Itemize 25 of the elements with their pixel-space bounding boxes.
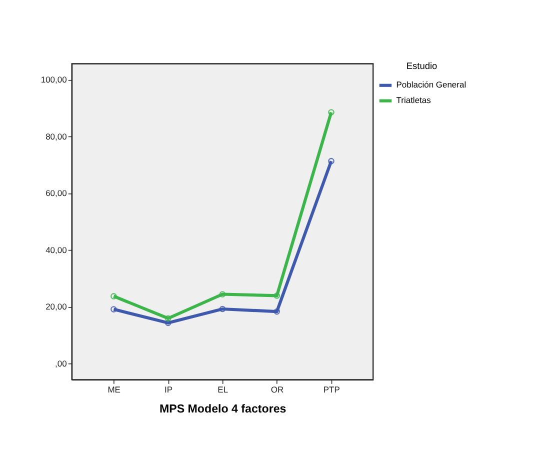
point bbox=[164, 320, 172, 326]
legend-label: Triatletas bbox=[396, 95, 431, 106]
y-tick-label: 40,00 bbox=[46, 244, 68, 255]
y-tick-label: ,00 bbox=[55, 358, 68, 368]
y-tick-label: 20,00 bbox=[46, 302, 68, 312]
x-tick-label: EL bbox=[218, 384, 228, 394]
legend-title: Estudio bbox=[406, 61, 438, 72]
y-tick-label: 60,00 bbox=[46, 188, 68, 198]
point bbox=[274, 308, 280, 315]
x-tick-label: ME bbox=[108, 384, 121, 394]
point bbox=[219, 306, 226, 312]
point bbox=[110, 293, 117, 300]
legend-label: Población General bbox=[396, 80, 466, 90]
x-tick-label: OR bbox=[270, 384, 284, 394]
point bbox=[110, 306, 117, 312]
point bbox=[219, 291, 226, 298]
point bbox=[274, 292, 280, 299]
y-tick-label: 80,00 bbox=[46, 131, 68, 142]
x-axis-title: MPS Modelo 4 factores bbox=[159, 404, 286, 416]
y-tick-label: 100,00 bbox=[40, 74, 68, 85]
x-tick-label: IP bbox=[164, 384, 173, 394]
point bbox=[328, 158, 334, 164]
x-tick-label: PTP bbox=[323, 384, 340, 394]
point bbox=[328, 109, 334, 116]
point bbox=[164, 315, 172, 322]
